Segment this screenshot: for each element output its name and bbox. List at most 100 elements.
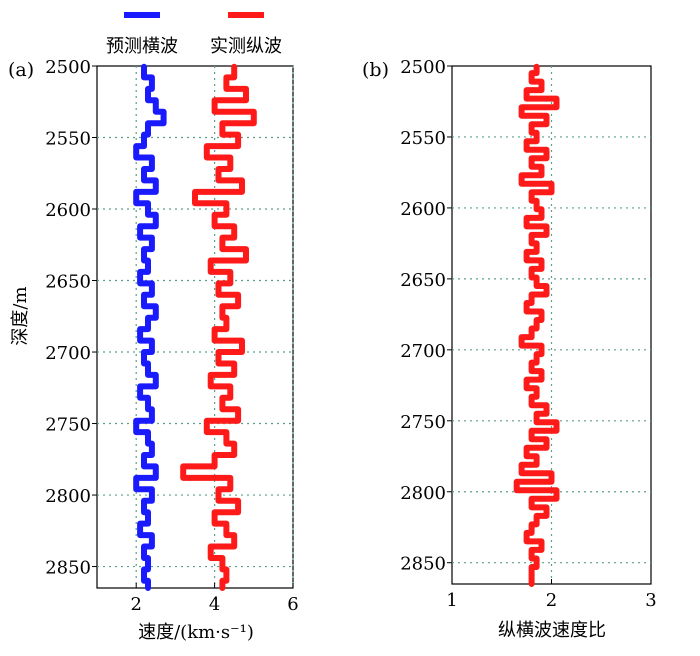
x-tick-label: 3 [645, 590, 656, 611]
data-point-a-1 [235, 138, 241, 143]
y-tick-label: 2850 [45, 558, 91, 579]
data-point-b-0 [529, 126, 534, 131]
data-point-a-0 [145, 92, 151, 97]
data-point-b-0 [544, 151, 549, 157]
panel-a-plot-frame [96, 65, 294, 589]
data-point-b-0 [534, 390, 539, 395]
data-point-a-0 [141, 355, 147, 360]
data-point-b-0 [529, 271, 534, 276]
data-point-a-0 [153, 309, 158, 315]
data-point-a-0 [137, 275, 143, 280]
data-point-a-1 [228, 481, 233, 486]
y-tick-label: 2750 [45, 415, 91, 436]
data-point-a-0 [145, 401, 151, 406]
y-tick-label: 2800 [45, 486, 91, 507]
data-point-b-0 [524, 254, 529, 259]
y-tick-label: 2550 [45, 129, 91, 150]
data-point-a-1 [220, 584, 225, 589]
data-point-a-1 [204, 424, 209, 429]
data-point-a-0 [134, 481, 139, 486]
data-point-b-0 [539, 373, 544, 378]
data-point-b-0 [514, 483, 519, 489]
data-point-a-1 [192, 195, 198, 200]
data-point-b-0 [539, 543, 544, 548]
panel-a-grid [97, 66, 294, 588]
data-point-a-0 [137, 527, 143, 532]
data-point-b-0 [529, 432, 534, 438]
data-point-b-0 [534, 415, 539, 421]
y-tick-label: 2550 [400, 128, 446, 149]
data-point-b-0 [534, 560, 539, 565]
y-tick-label: 2700 [45, 343, 91, 364]
data-point-a-0 [153, 470, 158, 475]
data-point-a-1 [216, 286, 221, 292]
data-point-b-0 [539, 347, 544, 352]
data-point-a-1 [239, 344, 245, 349]
y-tick-label: 2800 [400, 483, 446, 504]
data-point-b-0 [524, 535, 529, 540]
data-point-a-0 [134, 195, 139, 200]
data-point-b-0 [534, 322, 539, 327]
data-point-b-0 [519, 339, 524, 344]
data-point-a-0 [153, 103, 158, 109]
data-point-a-0 [149, 412, 155, 418]
data-point-b-0 [544, 117, 549, 123]
data-point-b-0 [544, 441, 549, 446]
data-point-a-0 [145, 126, 151, 132]
data-point-a-0 [141, 572, 147, 578]
data-point-a-1 [224, 81, 229, 86]
data-point-a-0 [134, 424, 139, 429]
data-point-a-1 [224, 527, 229, 532]
data-point-b-0 [519, 177, 524, 182]
data-point-b-0 [529, 569, 534, 574]
y-tick-label: 2600 [400, 199, 446, 220]
data-point-a-1 [224, 206, 229, 212]
data-point-a-1 [228, 275, 233, 280]
data-point-a-0 [149, 492, 155, 498]
data-point-b-0 [524, 143, 529, 148]
series-line-b-0 [513, 63, 560, 587]
data-point-a-0 [149, 161, 155, 166]
data-point-a-1 [212, 515, 217, 521]
data-point-a-1 [232, 229, 237, 235]
data-point-b-0 [529, 526, 534, 531]
data-point-a-0 [141, 138, 147, 143]
data-point-a-1 [232, 367, 237, 372]
data-point-a-0 [145, 367, 151, 372]
data-point-a-1 [212, 332, 217, 338]
data-point-a-0 [149, 538, 155, 543]
data-point-a-1 [235, 504, 241, 509]
data-point-b-0 [529, 236, 534, 242]
x-tick-label: 1 [446, 590, 457, 611]
data-point-b-0 [524, 381, 529, 387]
data-point-a-0 [134, 149, 139, 154]
data-point-a-0 [149, 286, 155, 292]
data-point-a-0 [137, 332, 143, 338]
data-point-a-0 [149, 81, 155, 86]
data-point-b-0 [519, 466, 524, 472]
panel-a-label: (a) [8, 59, 34, 81]
data-point-a-1 [204, 149, 209, 154]
data-point-a-1 [220, 561, 225, 566]
data-point-b-0 [534, 517, 539, 523]
data-point-a-0 [141, 172, 147, 177]
data-point-a-1 [220, 126, 225, 132]
data-point-a-0 [141, 69, 147, 74]
data-point-b-0 [549, 475, 554, 480]
data-point-a-1 [220, 309, 225, 315]
panel-a-ylabel: 深度/m [10, 286, 31, 345]
data-point-a-1 [212, 458, 217, 463]
data-point-b-0 [529, 552, 534, 557]
data-point-a-0 [137, 389, 143, 395]
data-point-b-0 [544, 228, 549, 233]
data-point-b-0 [554, 100, 559, 106]
data-point-b-0 [524, 449, 529, 455]
data-point-a-0 [145, 206, 151, 212]
data-point-a-1 [208, 550, 213, 555]
data-point-a-1 [216, 172, 221, 177]
panel-b-xlabel: 纵横波速度比 [498, 620, 606, 641]
panel-a: (a) 深度/m 2500 2550 2600 2650 2700 2750 2800 285… [8, 57, 299, 643]
